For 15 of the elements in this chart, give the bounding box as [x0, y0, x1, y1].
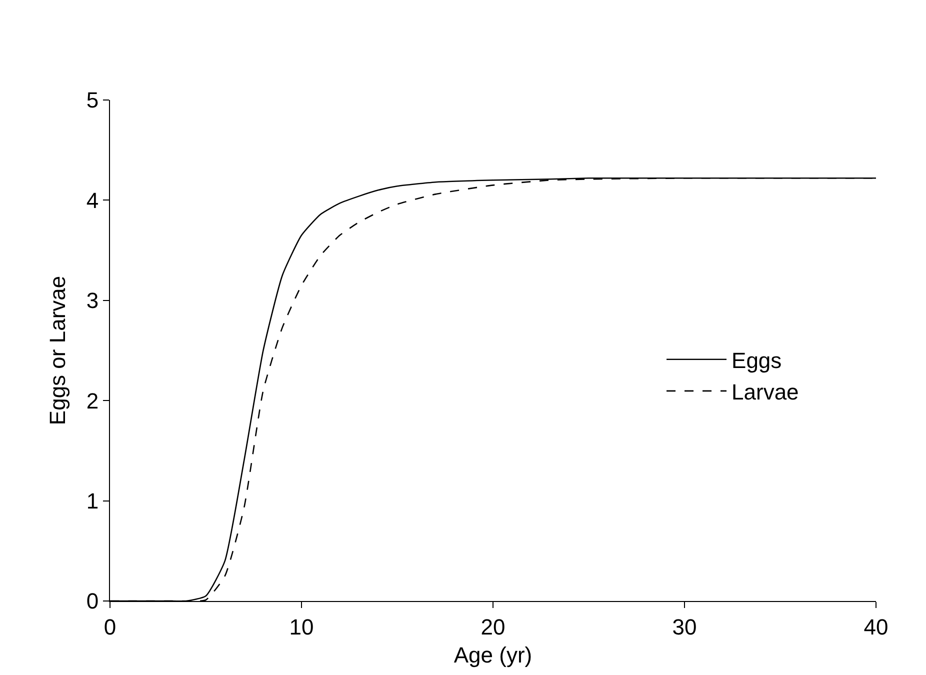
y-tick-label: 2	[86, 388, 99, 414]
x-tick-label: 30	[672, 614, 697, 640]
x-tick-label: 20	[480, 614, 506, 640]
y-tick-label: 1	[86, 488, 99, 514]
y-tick-label: 5	[86, 88, 99, 113]
y-tick-label: 0	[86, 588, 99, 614]
legend-label: Eggs	[732, 348, 782, 373]
legend-label: Larvae	[732, 380, 799, 405]
x-tick-label: 0	[104, 614, 116, 640]
y-axis-title: Eggs or Larvae	[45, 276, 70, 426]
x-tick-label: 40	[864, 614, 888, 640]
x-tick-label: 10	[289, 614, 314, 640]
y-tick-label: 3	[86, 288, 99, 314]
x-axis-title: Age (yr)	[454, 642, 532, 668]
y-tick-label: 4	[86, 188, 99, 213]
